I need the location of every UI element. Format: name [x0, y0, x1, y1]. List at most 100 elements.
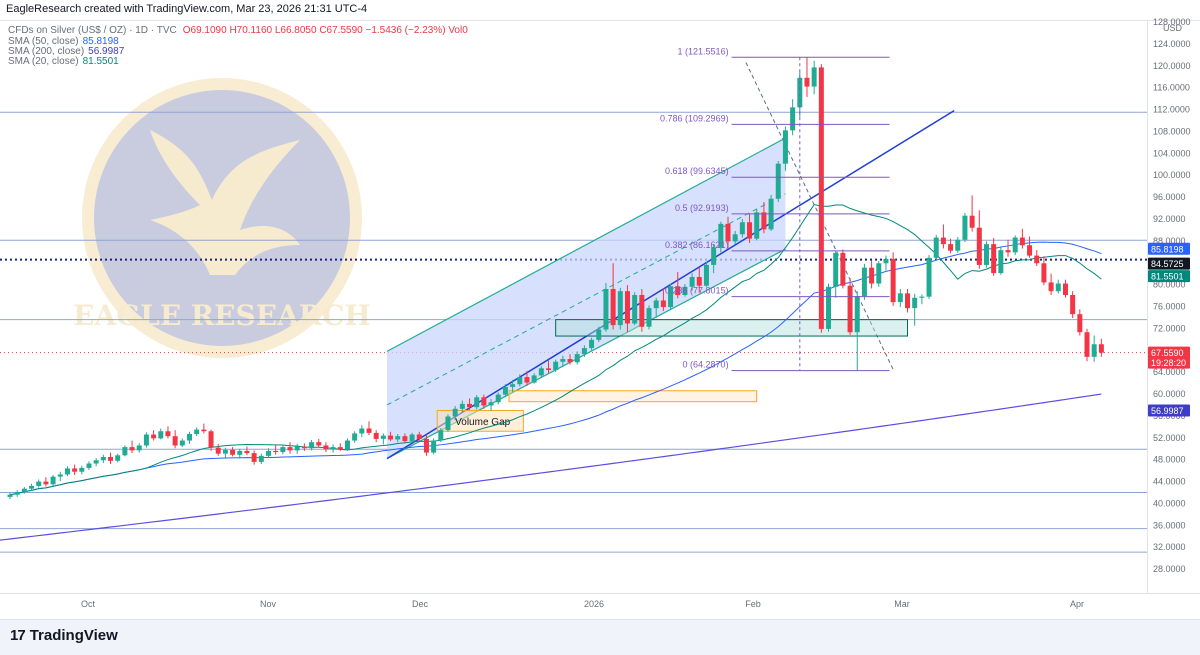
- candle: [309, 439, 315, 451]
- candle-body: [955, 239, 961, 251]
- candle: [323, 442, 329, 453]
- volume-gap-label: Volume Gap: [455, 417, 510, 428]
- candle: [237, 448, 243, 459]
- candle-body: [912, 297, 918, 309]
- price-tick-label: 124.0000: [1153, 39, 1191, 49]
- moving-averages: [0, 203, 1102, 541]
- price-axis-label-text: 85.8198: [1151, 244, 1184, 254]
- candle: [1034, 250, 1040, 267]
- price-axis[interactable]: 128.0000 124.0000 120.0000 116.0000 112.0000…: [1153, 17, 1191, 574]
- candle: [574, 351, 580, 365]
- candle-body: [208, 431, 214, 448]
- candle-body: [933, 237, 939, 258]
- time-tick-label: 2026: [584, 599, 604, 609]
- candle: [660, 288, 666, 311]
- candle-body: [136, 445, 142, 451]
- candle: [481, 394, 487, 409]
- candle: [388, 431, 394, 442]
- price-axis-label-text: 67.5590: [1151, 348, 1184, 358]
- candle-body: [940, 237, 946, 245]
- candle-body: [1019, 237, 1025, 246]
- candle-body: [739, 222, 745, 235]
- candle-body: [287, 447, 293, 451]
- candle: [222, 447, 228, 458]
- candle: [639, 288, 645, 332]
- candle: [610, 263, 616, 330]
- tradingview-logo[interactable]: 17 TradingView: [10, 626, 118, 644]
- candle: [208, 429, 214, 451]
- candle: [581, 345, 587, 357]
- candle: [1070, 291, 1076, 318]
- candle: [1012, 235, 1018, 256]
- candle: [689, 273, 695, 291]
- candle: [840, 249, 846, 289]
- chart-legend: CFDs on Silver (US$ / OZ) · 1D · TVC O69.…: [8, 25, 468, 67]
- candle: [617, 287, 623, 330]
- candle-body: [804, 77, 810, 87]
- candle-body: [158, 431, 164, 439]
- candle-body: [718, 223, 724, 248]
- candle-body: [273, 450, 279, 453]
- candle-body: [1005, 250, 1011, 253]
- candlestick-chart[interactable]: EAGLE RESEARCH Volume Gap 1 (121.5516) 0.…: [0, 0, 1200, 619]
- channel-upper-line: [386, 137, 786, 352]
- candle: [596, 326, 602, 343]
- sma50-line: [9, 241, 1102, 496]
- candle-body: [187, 433, 192, 441]
- candle: [668, 283, 674, 310]
- candle-body: [373, 432, 379, 439]
- candle: [1027, 236, 1033, 258]
- candle: [725, 216, 731, 248]
- candle-body: [172, 436, 178, 446]
- candle-body: [905, 293, 910, 309]
- candle: [675, 272, 681, 299]
- candle: [79, 465, 85, 475]
- candle-body: [337, 447, 343, 450]
- header-text: EagleResearch created with TradingView.c…: [6, 3, 368, 15]
- candle-body: [143, 434, 149, 446]
- price-axis-label: 84.5725: [1148, 257, 1190, 270]
- candle-body: [388, 435, 394, 440]
- candle-body: [1098, 344, 1104, 353]
- candle: [29, 483, 35, 491]
- price-tick-label: 96.0000: [1153, 192, 1186, 202]
- candle-body: [395, 436, 401, 440]
- price-tick-label: 72.0000: [1153, 323, 1186, 333]
- candle: [50, 475, 56, 486]
- candle: [861, 263, 867, 300]
- candle-body: [660, 300, 666, 308]
- candle-body: [696, 276, 702, 286]
- candle-body: [79, 467, 85, 472]
- price-tick-label: 80.0000: [1153, 280, 1186, 290]
- candle-body: [502, 386, 508, 395]
- candle: [883, 255, 889, 271]
- candle-body: [531, 375, 537, 383]
- candle: [1048, 273, 1054, 296]
- candle: [696, 267, 702, 293]
- candle: [409, 432, 415, 443]
- candle-body: [36, 481, 42, 486]
- candle: [380, 433, 386, 445]
- candle-body: [983, 244, 989, 265]
- chart-header: EagleResearch created with TradingView.c…: [0, 0, 1200, 21]
- candle-body: [689, 276, 695, 287]
- price-tick-label: 32.0000: [1153, 542, 1186, 552]
- price-tick-label: 28.0000: [1153, 564, 1186, 574]
- candle: [179, 438, 185, 448]
- sma200-line: [0, 393, 1102, 541]
- candle: [538, 366, 544, 378]
- candle: [158, 428, 164, 440]
- candle: [294, 443, 300, 454]
- candle-body: [510, 384, 516, 387]
- candle: [287, 442, 293, 454]
- candle: [826, 283, 832, 332]
- candle: [316, 438, 322, 448]
- fib-level-label: 1 (121.5516): [678, 46, 729, 56]
- candle: [244, 446, 250, 456]
- time-axis[interactable]: Oct Nov Dec 2026 Feb Mar Apr: [81, 599, 1084, 609]
- candle: [187, 431, 192, 444]
- price-tick-label: 104.0000: [1153, 148, 1191, 158]
- candle: [445, 414, 451, 432]
- candle-body: [668, 286, 674, 308]
